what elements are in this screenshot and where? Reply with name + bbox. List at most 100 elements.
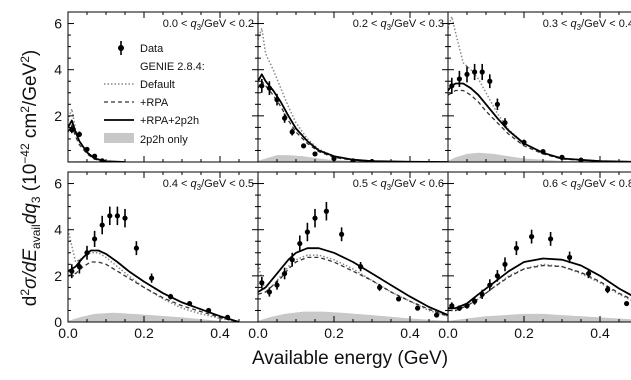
data-point [76,131,82,137]
y-axis-label: d2σ/dEavaildq3 (10−42 cm2/GeV2) [18,50,43,307]
series-default [448,15,631,162]
data-point [84,146,90,152]
data-point [494,101,500,107]
data-point [624,300,630,307]
data-point [312,215,318,221]
panel-label-part: 3 [197,23,202,32]
panel-label: 0.5 < q3/GeV < 0.6 [353,178,444,192]
data-point [99,158,105,162]
panel-plot-area [258,27,448,162]
data-point [529,234,535,240]
data-point [149,275,155,281]
x-tick-label: 0.2 [134,325,154,341]
series-2p2h-only [448,152,631,162]
panel-label: 0.4 < q3/GeV < 0.5 [163,178,254,192]
panel-label-part: 3 [387,23,392,32]
data-point [396,296,402,302]
panel-label-part: q [381,178,388,190]
panel-label-part: 0.4 < [163,178,191,190]
data-point [187,300,193,307]
series-2p2h-only [258,155,448,162]
y-tick-label: 6 [54,16,62,32]
data-point [521,139,527,145]
data-point [487,282,493,288]
data-point [266,289,272,295]
panel-background [68,12,258,162]
data-point [456,76,462,82]
x-tick-label: 0.0 [248,325,268,341]
y-tick-label: 2 [54,108,62,124]
data-point [69,127,75,133]
panel-label-part: 0.0 < [163,18,191,30]
panel-label-part: q [191,178,198,190]
data-point [487,78,493,84]
legend: Data GENIE 2.8.4: Default +RPA +RPA+2p2h… [104,41,205,146]
data-point [434,312,440,318]
panel-6: 0.0 0.2 0.4 0.6 < q3/GeV < 0.8 [438,171,631,341]
data-point [304,229,310,235]
panel-plot-area [68,206,240,322]
panel-label: 0.0 < q3/GeV < 0.2 [163,18,254,32]
data-point [339,231,345,237]
x-tick-label: 0.0 [438,325,458,341]
data-point [449,303,455,309]
panel-label-part: 0.5 < [353,178,381,190]
data-point [289,257,295,263]
data-point [266,85,272,91]
panel-label-part: 0.6 < [543,178,571,190]
series-rpa-2p2h [448,82,631,162]
series-rpa-2p2h [258,247,448,316]
panels: 246 0.0 < q3/GeV < 0.2 0.2 < q3/GeV < 0.3 0… [54,11,631,341]
legend-data-label: Data [140,43,164,55]
data-point [301,143,307,149]
data-point [274,282,280,288]
panel-5: 0.0 0.2 0.4 0.5 < q3/GeV < 0.6 [248,171,449,341]
panel-label-part: /GeV < 0.5 [201,178,254,190]
data-point [133,245,139,251]
data-point [494,273,500,279]
panel-background [258,12,448,162]
data-point [107,213,113,219]
data-point [605,287,611,293]
panel-label-part: 3 [577,183,582,192]
panel-1: 2 4 6 0.0 < q3/GeV < 0.2 [54,11,259,163]
legend-rpa2p2h-label: +RPA+2p2h [140,115,199,127]
series-default [68,229,240,322]
panel-plot-area [258,202,448,322]
panel-2: 0.2 < q3/GeV < 0.3 [257,11,449,163]
data-point [114,213,120,219]
x-tick-label: 0.4 [400,325,420,341]
panel-label: 0.3 < q3/GeV < 0.4 [543,18,631,32]
data-point [513,245,520,251]
x-tick-label: 0.4 [210,325,230,341]
y-tick-label: 4 [54,62,62,78]
panel-label-part: q [191,18,198,30]
data-point [323,208,329,214]
series-rpa-2p2h [258,73,448,162]
legend-rpa-label: +RPA [140,97,169,109]
legend-data-marker [118,45,124,51]
panel-label-part: 0.2 < [353,18,381,30]
data-point [92,153,98,159]
data-point [472,69,478,75]
data-point [259,280,265,286]
data-point [282,115,288,121]
data-point [225,314,231,320]
data-point [548,236,554,242]
data-point [76,264,82,270]
panel-plot-area [68,108,126,162]
panel-background [258,172,448,322]
data-point [479,291,485,297]
panel-label: 0.6 < q3/GeV < 0.8 [543,178,631,192]
x-axis-label: Available energy (GeV) [252,348,448,369]
data-point [259,83,265,89]
data-point [84,250,90,256]
data-point [92,236,98,242]
panel-plot-area [448,229,631,322]
data-point [559,154,565,160]
data-point [502,120,508,126]
panel-label-part: /GeV < 0.3 [391,18,444,30]
panel-label: 0.2 < q3/GeV < 0.3 [353,18,444,32]
series-rpa [448,264,631,312]
panel-3: 0.3 < q3/GeV < 0.4 [447,11,631,163]
